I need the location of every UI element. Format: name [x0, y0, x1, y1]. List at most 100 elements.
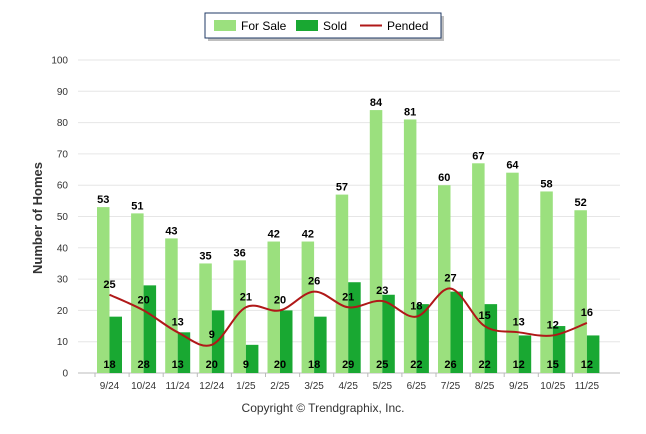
x-tick-label: 12/24: [199, 381, 224, 392]
pended-value-label: 26: [308, 276, 320, 288]
x-tick-label: 9/24: [100, 381, 120, 392]
x-tick-label: 6/25: [407, 381, 427, 392]
sold-bar: [484, 304, 498, 373]
sold-value-label: 18: [308, 359, 320, 371]
for-sale-bar: [267, 241, 280, 373]
for-sale-value-label: 60: [438, 172, 450, 184]
y-tick-label: 50: [57, 212, 69, 223]
y-tick-label: 20: [57, 306, 69, 317]
y-tick-label: 90: [57, 87, 69, 98]
for-sale-value-label: 51: [131, 200, 143, 212]
pended-value-label: 12: [547, 319, 559, 331]
for-sale-bar: [438, 185, 451, 373]
sold-bar: [109, 316, 122, 373]
for-sale-bar: [472, 163, 485, 373]
for-sale-value-label: 84: [370, 97, 383, 109]
for-sale-bar: [506, 172, 519, 373]
pended-value-label: 21: [240, 291, 252, 303]
sold-value-label: 20: [274, 359, 286, 371]
sold-bar: [245, 344, 259, 373]
sold-bar: [280, 310, 293, 373]
for-sale-bar: [335, 194, 349, 373]
sold-bar: [416, 304, 429, 373]
pended-value-label: 13: [172, 316, 184, 328]
sold-value-label: 26: [444, 359, 456, 371]
for-sale-value-label: 81: [404, 106, 416, 118]
for-sale-bar: [97, 207, 110, 373]
for-sale-bar: [574, 210, 587, 373]
for-sale-legend-swatch: [214, 20, 236, 31]
x-tick-label: 4/25: [338, 381, 358, 392]
sold-value-label: 28: [137, 359, 149, 371]
y-axis-label: Number of Homes: [30, 162, 45, 274]
sold-bar: [518, 335, 532, 373]
sold-value-label: 20: [206, 359, 218, 371]
sold-value-label: 29: [342, 359, 354, 371]
sold-value-label: 15: [547, 359, 559, 371]
sold-value-label: 12: [513, 359, 525, 371]
x-tick-label: 8/25: [475, 381, 495, 392]
y-tick-label: 60: [57, 181, 69, 192]
y-tick-label: 0: [62, 369, 68, 380]
pended-value-label: 16: [581, 307, 593, 319]
legend[interactable]: For Sale Sold Pended: [204, 12, 444, 41]
sold-bar: [586, 335, 600, 373]
for-sale-value-label: 42: [268, 229, 280, 241]
x-tick-label: 5/25: [373, 381, 393, 392]
for-sale-value-label: 36: [234, 247, 246, 259]
for-sale-legend-label[interactable]: For Sale: [241, 19, 287, 33]
for-sale-bar: [199, 263, 212, 373]
sold-value-label: 22: [410, 359, 422, 371]
pended-value-label: 23: [376, 285, 388, 297]
for-sale-bar: [131, 213, 144, 373]
sold-legend-label[interactable]: Sold: [323, 19, 347, 33]
pended-value-label: 15: [478, 310, 490, 322]
x-tick-label: 7/25: [441, 381, 461, 392]
sold-value-label: 9: [243, 359, 249, 371]
for-sale-value-label: 35: [199, 250, 211, 262]
pended-value-label: 21: [342, 291, 354, 303]
sold-bar: [552, 326, 566, 373]
for-sale-value-label: 67: [472, 150, 484, 162]
y-tick-label: 40: [57, 243, 69, 254]
sold-value-label: 12: [581, 359, 593, 371]
x-axis: 9/24 10/24 11/24 12/24 1/25 2/25 3/25 4/25 5/25 6…: [94, 373, 600, 392]
pended-value-label: 9: [209, 329, 215, 341]
x-tick-label: 11/25: [575, 381, 600, 392]
for-sale-value-label: 57: [336, 182, 348, 194]
y-tick-label: 30: [57, 275, 69, 286]
pended-series-line: [109, 287, 588, 347]
sold-bar: [177, 332, 191, 373]
sold-bar: [314, 316, 327, 373]
y-tick-label: 70: [57, 149, 69, 160]
for-sale-value-label: 64: [506, 160, 519, 172]
sold-value-label: 13: [172, 359, 184, 371]
legend-box: [204, 12, 442, 39]
for-sale-bar: [301, 241, 315, 373]
pended-value-label: 13: [513, 316, 525, 328]
for-sale-value-label: 43: [165, 225, 177, 237]
for-sale-value-label: 42: [302, 229, 314, 241]
for-sale-bar: [233, 260, 246, 373]
pended-value-label: 25: [103, 279, 115, 291]
pended-legend-label[interactable]: Pended: [387, 19, 428, 33]
for-sale-bar: [369, 110, 383, 373]
x-tick-label: 2/25: [270, 381, 290, 392]
x-tick-label: 1/25: [236, 381, 256, 392]
copyright-text: Copyright © Trendgraphix, Inc.: [241, 401, 405, 415]
data-labels: 53 18 51 28 43 13 35 20 36 9 42 20 42 18 57 29 84 25 81 22 6…: [97, 97, 593, 371]
sold-value-label: 18: [103, 359, 115, 371]
for-sale-value-label: 52: [575, 197, 587, 209]
x-tick-label: 10/25: [540, 381, 565, 392]
x-tick-label: 10/24: [131, 381, 156, 392]
for-sale-bar: [403, 119, 417, 373]
sold-bar: [143, 285, 157, 373]
y-tick-label: 10: [57, 337, 69, 348]
sold-bar: [450, 291, 463, 373]
sold-bar: [382, 294, 395, 373]
for-sale-bar: [165, 238, 178, 373]
sold-bar: [348, 282, 361, 373]
pended-line: [109, 287, 588, 347]
y-tick-label: 100: [51, 56, 68, 67]
